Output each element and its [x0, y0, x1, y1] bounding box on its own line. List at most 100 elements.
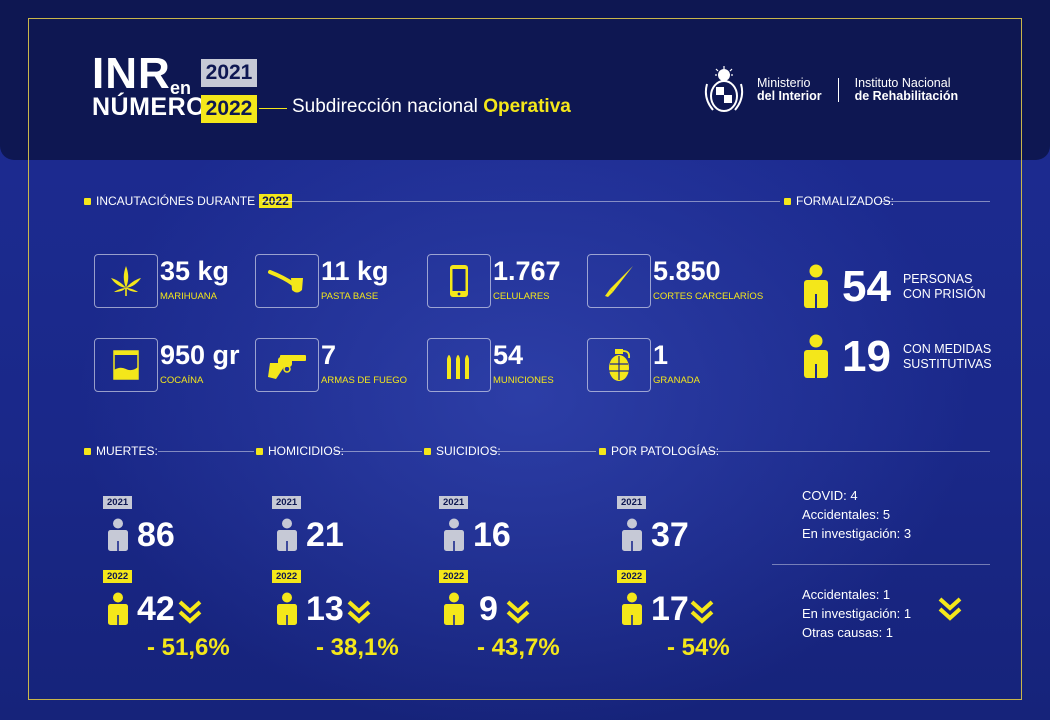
- person-grey-icon: [277, 518, 297, 551]
- suicides-section-label: SUICIDIOS:: [424, 444, 501, 458]
- grenade-icon: [609, 349, 631, 381]
- breakdown-item: Accidentales: 5: [802, 507, 891, 522]
- seizure-value: 1.767: [493, 256, 561, 286]
- seizure-label: CORTES CARCELARÍOS: [653, 291, 764, 302]
- year-prev-tag: 2021: [439, 496, 469, 509]
- bullets-icon: [447, 355, 469, 379]
- seizure-label: CELULARES: [493, 291, 550, 302]
- homicides-label: HOMICIDIOS:: [268, 444, 345, 458]
- icon-box: [94, 338, 158, 392]
- seizure-item-cortes: 5.850 CORTES CARCELARÍOS: [587, 254, 767, 310]
- value-curr: 9: [479, 590, 498, 628]
- inr-logo: INR en NÚMEROS: [92, 52, 223, 121]
- double-chevron-down-icon: [178, 600, 202, 624]
- stat-patologias: 2021 37 2022 17 - 54%: [617, 496, 757, 666]
- pathology-breakdown-2022: Accidentales: 1 En investigación: 1 Otra…: [802, 585, 911, 642]
- breakdown-divider: [772, 564, 990, 565]
- pathologies-divider: [704, 451, 990, 452]
- seizures-section-label: INCAUTACIÓNES DURANTE 2022: [84, 194, 292, 208]
- formalized-value: 54: [842, 262, 891, 311]
- year-prev-tag: 2021: [617, 496, 647, 509]
- bullet-icon: [424, 447, 431, 455]
- bullet-icon: [84, 197, 91, 205]
- seizure-item-cocaina: 950 gr COCAÍNA: [94, 338, 254, 394]
- person-grey-icon: [444, 518, 464, 551]
- subtitle: Subdirección nacional Operativa: [292, 96, 571, 118]
- pipe-icon: [268, 270, 303, 293]
- year-curr-tag: 2022: [617, 570, 647, 583]
- icon-box: [427, 254, 491, 308]
- seizure-value: 950 gr: [160, 340, 240, 370]
- subtitle-highlight: Operativa: [483, 96, 571, 117]
- institute-line2: de Rehabilitación: [854, 89, 959, 103]
- ministry-line2: del Interior: [757, 89, 822, 103]
- year-prev-tag: 2021: [103, 496, 133, 509]
- seizures-label: INCAUTACIÓNES DURANTE: [96, 194, 256, 208]
- year-curr-tag: 2022: [272, 570, 302, 583]
- bullet-icon: [256, 447, 263, 455]
- formalized-text-line1: CON MEDIDAS: [902, 342, 992, 356]
- deaths-label: MUERTES:: [96, 444, 158, 458]
- homicides-divider: [334, 451, 422, 452]
- cellphone-icon: [450, 265, 468, 297]
- change-percent: - 38,1%: [316, 634, 399, 661]
- seizures-year: 2022: [259, 194, 292, 208]
- seizure-value: 35 kg: [160, 256, 230, 286]
- suicides-divider: [492, 451, 596, 452]
- subtitle-connector: [259, 108, 287, 109]
- icon-box: [255, 338, 319, 392]
- pathologies-section-label: POR PATOLOGÍAS:: [599, 444, 719, 458]
- person-grey-icon: [108, 518, 128, 551]
- breakdown-item: En investigación: 3: [802, 526, 912, 541]
- value-curr: 42: [137, 590, 175, 628]
- seizure-label: ARMAS DE FUEGO: [321, 375, 408, 386]
- breakdown-item: Otras causas: 1: [802, 625, 894, 640]
- formalized-row-prison: 54 PERSONAS CON PRISIÓN: [802, 264, 986, 310]
- value-prev: 21: [306, 516, 344, 554]
- formalized-section-label: FORMALIZADOS:: [784, 194, 894, 208]
- seizure-value: 11 kg: [321, 256, 389, 286]
- value-prev: 86: [137, 516, 175, 554]
- icon-box: [427, 338, 491, 392]
- value-curr: 13: [306, 590, 344, 628]
- seizure-item-pasta-base: 11 kg PASTA BASE: [255, 254, 415, 310]
- suicides-label: SUICIDIOS:: [436, 444, 501, 458]
- person-yellow-icon: [444, 592, 464, 625]
- year-2022-badge: 2022: [201, 95, 257, 123]
- blade-icon: [605, 266, 633, 297]
- formalized-text: PERSONAS CON PRISIÓN: [903, 272, 986, 302]
- icon-box: [255, 254, 319, 308]
- seizure-value: 54: [493, 340, 524, 370]
- ministry-logo: Ministerio del Interior Instituto Nacion…: [703, 66, 958, 114]
- institute-name: Instituto Nacional de Rehabilitación: [855, 77, 959, 103]
- bullet-icon: [599, 447, 606, 455]
- year-curr-tag: 2022: [103, 570, 133, 583]
- formalized-text: CON MEDIDAS SUSTITUTIVAS: [903, 342, 992, 372]
- formalized-value: 19: [842, 332, 891, 381]
- header-band: [0, 0, 1050, 160]
- double-chevron-down-icon: [347, 600, 371, 624]
- icon-box: [587, 338, 651, 392]
- icon-box: [94, 254, 158, 308]
- stat-muertes: 2021 86 2022 42 - 51,6%: [103, 496, 243, 666]
- formalized-label: FORMALIZADOS:: [796, 194, 895, 208]
- formalized-text-line2: CON PRISIÓN: [902, 287, 986, 301]
- formalized-row-measures: 19 CON MEDIDAS SUSTITUTIVAS: [802, 334, 992, 380]
- seizure-item-granada: 1 GRANADA: [587, 338, 737, 394]
- formalized-text-line2: SUSTITUTIVAS: [902, 357, 992, 371]
- breakdown-item: En investigación: 1: [802, 606, 912, 621]
- subtitle-prefix: Subdirección nacional: [292, 96, 484, 117]
- bag-icon: [113, 350, 139, 380]
- person-yellow-icon: [622, 592, 642, 625]
- deaths-section-label: MUERTES:: [84, 444, 158, 458]
- seizure-label: COCAÍNA: [160, 375, 204, 386]
- gold-frame: [28, 18, 1022, 700]
- double-chevron-down-icon: [690, 600, 714, 624]
- seizure-label: GRANADA: [653, 375, 700, 386]
- change-percent: - 51,6%: [147, 634, 230, 661]
- double-chevron-down-icon: [506, 600, 530, 624]
- year-curr-tag: 2022: [439, 570, 469, 583]
- seizure-item-celulares: 1.767 CELULARES: [427, 254, 577, 310]
- formalized-divider: [880, 201, 990, 202]
- seizure-label: PASTA BASE: [321, 291, 379, 302]
